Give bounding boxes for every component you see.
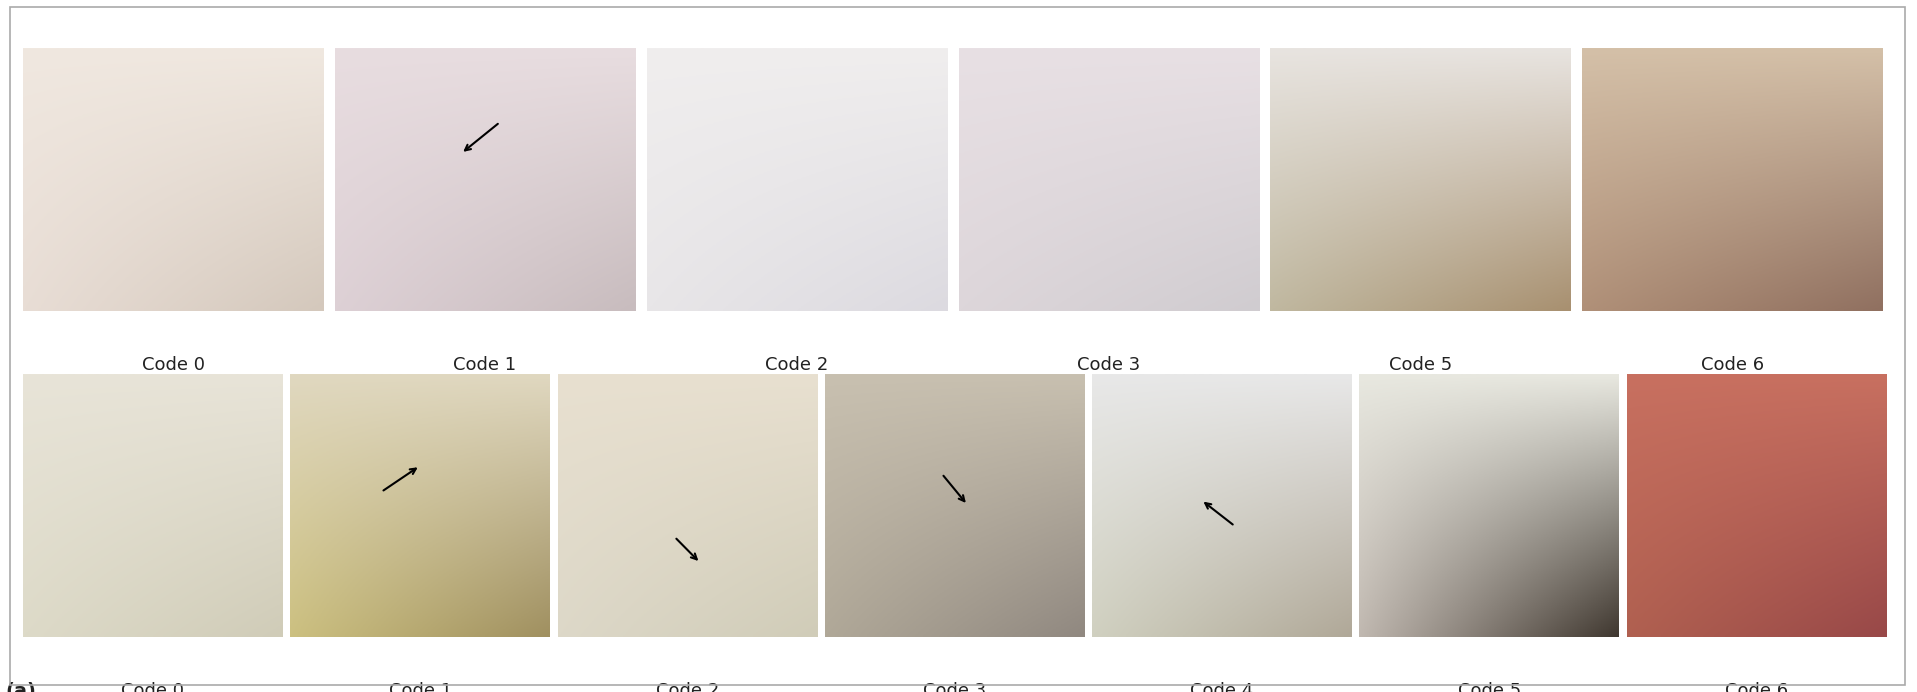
Text: Code 4: Code 4 [1190, 682, 1254, 692]
Text: Code 6: Code 6 [1700, 356, 1764, 374]
Text: Code 6: Code 6 [1725, 682, 1789, 692]
Text: (a): (a) [6, 682, 36, 692]
Text: Code 5: Code 5 [1457, 682, 1520, 692]
Text: Code 1: Code 1 [454, 356, 516, 374]
Text: Code 0: Code 0 [142, 356, 205, 374]
Text: Code 3: Code 3 [1077, 356, 1141, 374]
Text: Code 0: Code 0 [121, 682, 184, 692]
Text: Code 5: Code 5 [1390, 356, 1451, 374]
Text: Code 3: Code 3 [924, 682, 985, 692]
Text: Code 2: Code 2 [656, 682, 719, 692]
Text: Code 2: Code 2 [765, 356, 828, 374]
Text: Code 1: Code 1 [389, 682, 452, 692]
